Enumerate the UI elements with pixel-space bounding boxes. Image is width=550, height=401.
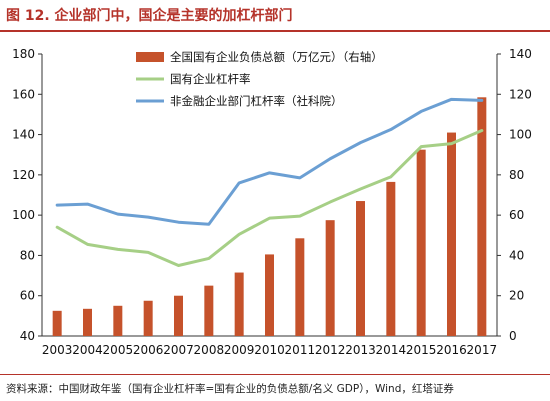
bar — [143, 300, 153, 336]
x-tick-label: 2003 — [42, 343, 73, 357]
x-tick-label: 2017 — [467, 343, 498, 357]
right-tick-label: 60 — [509, 208, 524, 222]
bar — [204, 285, 214, 336]
bar — [234, 272, 244, 336]
left-tick-label: 80 — [20, 248, 35, 262]
x-tick-label: 2016 — [436, 343, 467, 357]
left-tick-label: 60 — [20, 289, 35, 303]
legend: 全国国有企业负债总额（万亿元）（右轴） 国有企业杠杆率非金融企业部门杠杆率（社科院… — [136, 50, 383, 108]
x-tick-label: 2007 — [163, 343, 194, 357]
legend-label: 全国国有企业负债总额（万亿元）（右轴） — [170, 50, 383, 64]
right-tick-label: 120 — [509, 87, 532, 101]
x-tick-label: 2015 — [406, 343, 437, 357]
left-tick-label: 100 — [12, 208, 35, 222]
x-tick-label: 2010 — [254, 343, 285, 357]
x-tick-label: 2013 — [345, 343, 376, 357]
bar — [295, 238, 305, 336]
source-note: 资料来源：中国财政年鉴（国有企业杠杆率=国有企业的负债总额/名义 GDP），Wi… — [6, 383, 454, 395]
soe-leverage-line — [55, 129, 484, 267]
right-tick-label: 0 — [509, 329, 517, 343]
bar — [325, 220, 335, 336]
right-tick-label: 40 — [509, 248, 524, 262]
right-tick-label: 80 — [509, 168, 524, 182]
x-tick-label: 2004 — [72, 343, 103, 357]
left-tick-label: 180 — [12, 47, 35, 61]
x-tick-label: 2014 — [376, 343, 407, 357]
right-tick-label: 140 — [509, 47, 532, 61]
left-tick-label: 40 — [20, 329, 35, 343]
bar — [174, 295, 183, 336]
bar — [416, 149, 426, 336]
bar — [477, 97, 487, 336]
bar — [265, 254, 274, 336]
legend-label: 国有企业杠杆率 — [170, 72, 251, 86]
bar — [386, 181, 396, 336]
x-tick-label: 2012 — [315, 343, 346, 357]
legend-label: 非金融企业部门杠杆率（社科院） — [170, 94, 343, 108]
bar — [83, 308, 92, 336]
x-tick-label: 2009 — [224, 343, 255, 357]
bar — [447, 132, 456, 336]
title-rule — [0, 30, 550, 32]
bar — [356, 201, 365, 336]
x-tick-label: 2006 — [133, 343, 164, 357]
source-rule — [0, 374, 550, 375]
chart: 40 60 80 100 120 140 160 180 0 20 40 60 80 100 120 140 2… — [12, 47, 532, 357]
line-series — [55, 97, 484, 267]
x-tick-label: 2008 — [194, 343, 225, 357]
right-tick-label: 100 — [509, 128, 532, 142]
legend-swatch-bar — [136, 52, 164, 62]
bar — [113, 305, 123, 336]
right-tick-label: 20 — [509, 289, 524, 303]
bar-series — [52, 97, 487, 336]
left-tick-label: 140 — [12, 128, 35, 142]
left-tick-label: 160 — [12, 87, 35, 101]
nonfin-leverage-line — [55, 97, 484, 226]
left-tick-label: 120 — [12, 168, 35, 182]
x-tick-label: 2005 — [103, 343, 134, 357]
bar — [52, 310, 62, 336]
x-tick-label: 2011 — [285, 343, 316, 357]
figure-title: 图 12. 企业部门中，国企是主要的加杠杆部门 — [6, 8, 293, 24]
axes: 40 60 80 100 120 140 160 180 0 20 40 60 80 100 120 140 2… — [12, 47, 532, 357]
title-bar: 图 12. 企业部门中，国企是主要的加杠杆部门 — [0, 0, 550, 30]
